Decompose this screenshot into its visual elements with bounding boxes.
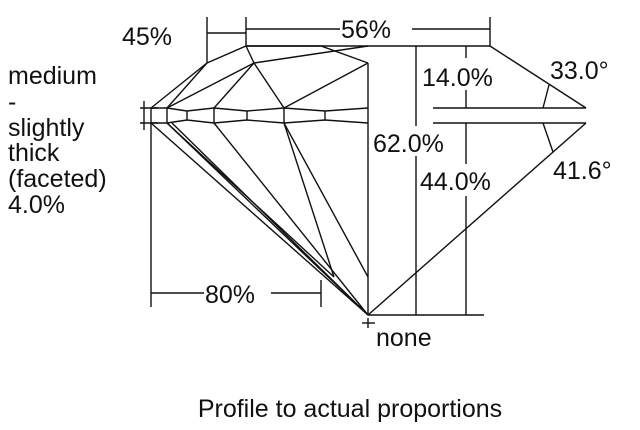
pavilion-depth-label: 44.0% [420, 168, 491, 196]
diamond-outline [150, 45, 587, 316]
crown-height-label: 14.0% [422, 64, 493, 92]
girdle-label-line: thick [8, 139, 60, 167]
pavilion-angle-label: 41.6° [553, 157, 612, 185]
crown-width-label: 45% [122, 23, 172, 51]
girdle-label-line: - [8, 88, 16, 116]
culet-label: none [376, 324, 432, 352]
girdle-label-line: medium [8, 62, 97, 90]
girdle-label-line: slightly [8, 114, 85, 142]
lower-half-label: 80% [205, 281, 255, 309]
caption: Profile to actual proportions [198, 395, 502, 423]
table-label: 56% [341, 16, 391, 44]
girdle-label-line: 4.0% [8, 191, 65, 219]
total-depth-label: 62.0% [373, 130, 444, 158]
dimension-lines [140, 17, 491, 328]
girdle-label-line: (faceted) [8, 165, 107, 193]
crown-angle-label: 33.0° [550, 57, 609, 85]
